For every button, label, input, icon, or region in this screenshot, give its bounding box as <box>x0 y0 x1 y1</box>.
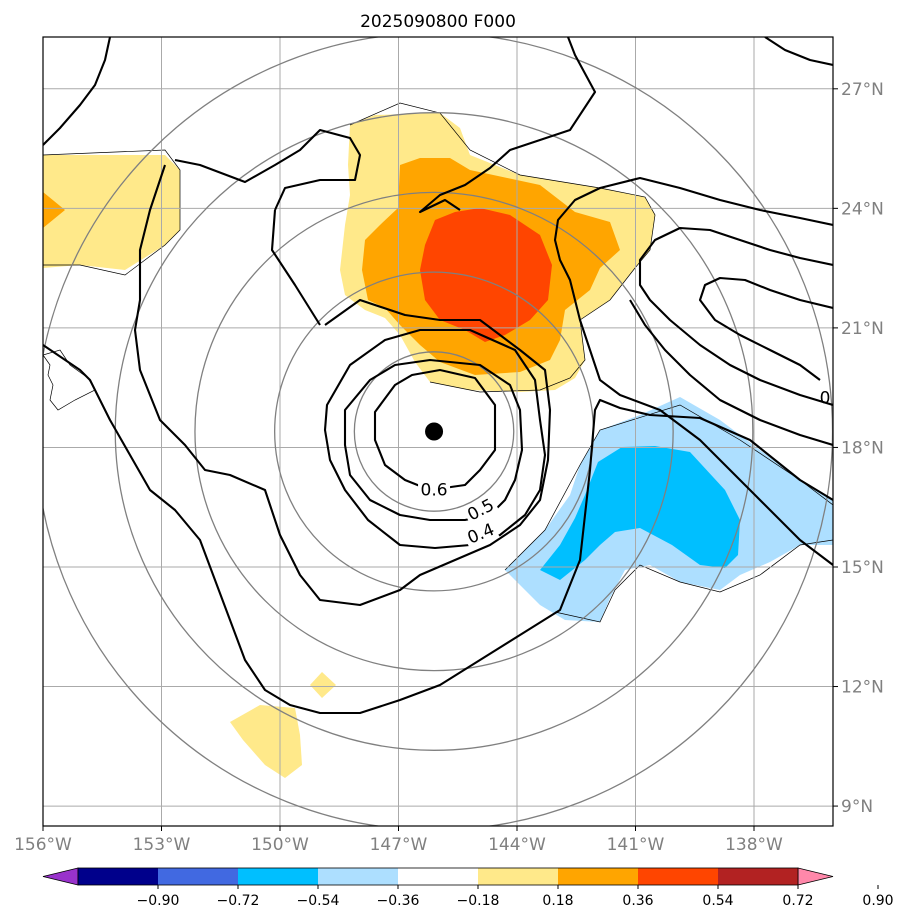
contour-0.5 <box>343 358 524 522</box>
lat-tick-label: 27°N <box>841 80 884 100</box>
colorbar-tick-label: −0.36 <box>377 893 420 909</box>
chart-title: 2025090800 F000 <box>360 12 516 32</box>
contour-east-3 <box>629 299 833 447</box>
contour-0.2 <box>43 344 833 715</box>
storm-center-marker <box>425 422 444 441</box>
lon-tick-label: 144°W <box>488 835 546 855</box>
colorbar-extend-high <box>797 867 834 886</box>
lon-tick-label: 138°W <box>725 835 783 855</box>
lon-tick-label: 141°W <box>607 835 665 855</box>
lon-tick-label: 156°W <box>14 835 72 855</box>
colorbar-tick-label: 0.18 <box>542 893 573 909</box>
lat-tick-label: 21°N <box>841 319 884 339</box>
contour-0.1 <box>553 176 833 566</box>
latitude-tick-labels: 27°N 24°N 21°N 18°N 15°N 12°N 9°N <box>833 80 884 817</box>
colorbar-segment <box>398 868 478 885</box>
contour-north-4 <box>270 209 321 326</box>
colorbar-tick-label: 0.36 <box>622 893 653 909</box>
shading-outlines <box>43 102 833 623</box>
contour-north-1 <box>43 37 112 146</box>
lon-tick-label: 150°W <box>251 835 309 855</box>
lat-tick-label: 18°N <box>841 438 884 458</box>
contour-label-bg <box>463 520 500 550</box>
colorbar-segment <box>238 868 318 885</box>
colorbar-frame <box>77 867 799 886</box>
lon-tick-label: 153°W <box>133 835 191 855</box>
shade-red-main <box>420 208 552 342</box>
contour-label-bg <box>463 495 500 527</box>
contour-east-2 <box>698 276 833 381</box>
contour-0.6 <box>373 368 497 492</box>
shade-yellow-west <box>43 155 180 270</box>
colorbar-tick-label: 0.54 <box>702 893 733 909</box>
colorbar-extend-low <box>42 867 79 886</box>
colorbar-segment <box>158 868 238 885</box>
range-ring <box>353 351 515 512</box>
colorbar-segment <box>78 868 158 885</box>
colorbar-segment <box>558 868 638 885</box>
contour-north-2 <box>418 37 597 214</box>
graticule <box>43 37 833 826</box>
lat-tick-label: 12°N <box>841 678 884 698</box>
shade-blue-east <box>540 446 740 580</box>
colorbar-tick-label: 0.72 <box>782 893 813 909</box>
contour-0.3 <box>133 164 552 607</box>
colorbar-tick-label: −0.18 <box>457 893 500 909</box>
colorbar-tick-label: −0.54 <box>297 893 340 909</box>
positive-anomaly-shading <box>43 113 655 778</box>
longitude-tick-labels: 156°W 153°W 150°W 147°W 144°W 141°W 138°W <box>14 826 783 855</box>
contours <box>43 37 833 715</box>
contour-0.4 <box>323 328 547 550</box>
colorbar-tick-label: −0.72 <box>217 893 260 909</box>
contour-label-bg <box>418 482 451 501</box>
shade-orange-west <box>43 192 65 228</box>
contour-northeast <box>764 37 833 67</box>
lat-tick-label: 24°N <box>841 199 884 219</box>
lat-tick-label: 9°N <box>841 797 873 817</box>
contour-east-1 <box>638 226 833 407</box>
map-frame <box>42 36 834 827</box>
contour-north-3 <box>174 128 362 211</box>
colorbar-tick-label: −0.90 <box>137 893 180 909</box>
colorbar: −0.90 −0.72 −0.54 −0.36 −0.18 0.18 0.36 0.54 0.7… <box>42 867 894 909</box>
colorbar-segment <box>718 868 798 885</box>
contour-label: 0.6 <box>421 480 448 500</box>
colorbar-segment <box>478 868 558 885</box>
lat-tick-label: 15°N <box>841 558 884 578</box>
shade-yellow-tiny <box>310 672 336 698</box>
range-ring <box>194 191 674 672</box>
range-ring <box>114 112 754 751</box>
colorbar-segment <box>638 868 718 885</box>
colorbar-tick-label: 0.90 <box>862 893 893 909</box>
map-panel: 0.60.50.40 <box>43 37 833 826</box>
colorbar-segment <box>318 868 398 885</box>
shade-yellow-sw <box>230 705 302 778</box>
lon-tick-label: 147°W <box>370 835 428 855</box>
contour-label: 0 <box>820 389 831 409</box>
